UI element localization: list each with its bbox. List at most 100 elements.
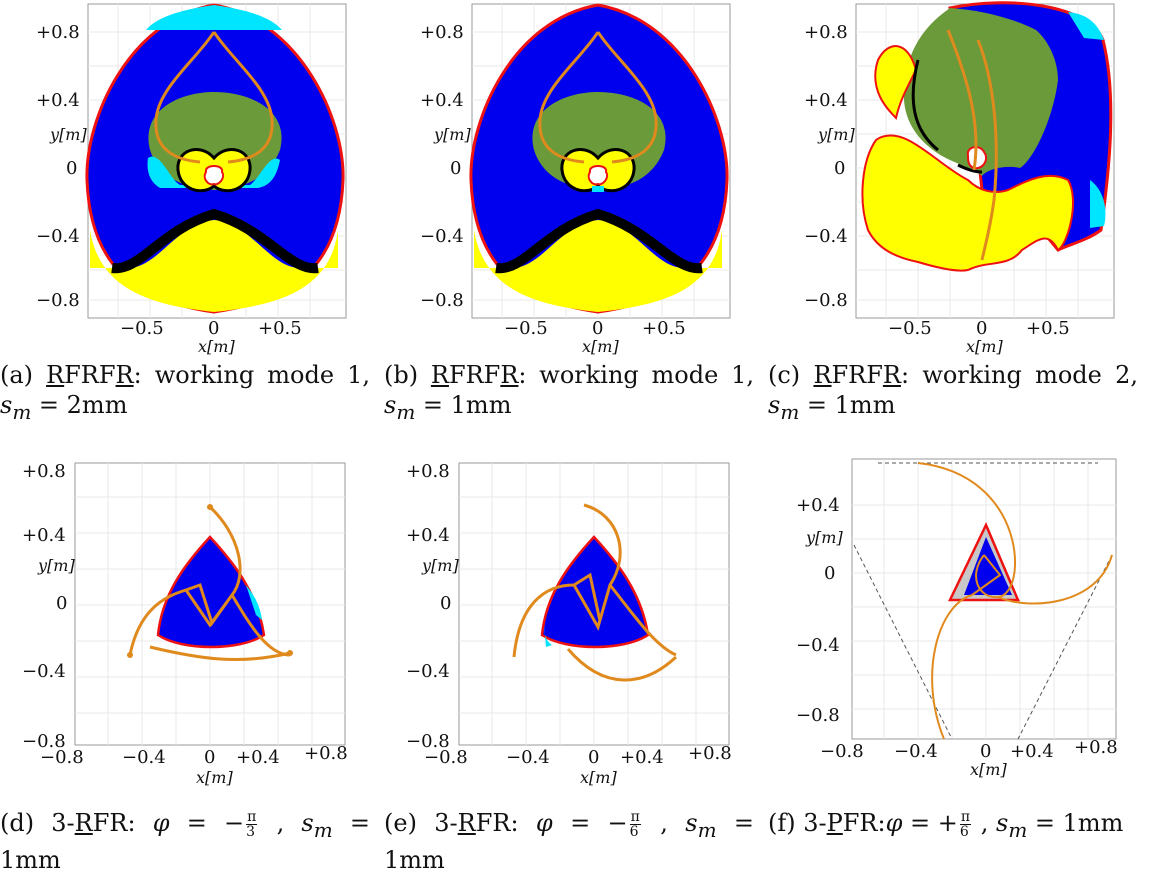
y-tick: 0: [440, 593, 451, 614]
x-tick: −0.4: [122, 747, 166, 768]
figure-d: +0.8 +0.4 0 −0.4 −0.8 y[m] −0.8 −0.4 0 +…: [0, 455, 370, 795]
y-tick: +0.4: [36, 90, 80, 111]
orange-path: [538, 31, 658, 164]
x-tick: −0.5: [504, 318, 548, 339]
y-tick: +0.4: [796, 495, 840, 516]
x-tick-labels: −0.8 −0.4 0 +0.4 +0.8: [40, 743, 348, 768]
x-tick: −0.8: [424, 747, 468, 768]
y-tick: −0.4: [804, 226, 848, 247]
y-axis-label: y[m]: [49, 125, 87, 144]
y-tick: +0.8: [36, 22, 80, 43]
region-olive: [903, 8, 1058, 176]
singularity-curve: [495, 208, 703, 274]
plot-d: +0.8 +0.4 0 −0.4 −0.8 y[m] −0.8 −0.4 0 +…: [22, 461, 348, 787]
x-axis-label: x[m]: [970, 760, 1007, 779]
y-tick: −0.8: [804, 290, 848, 311]
x-tick: 0: [204, 747, 215, 768]
plot-b: +0.8 +0.4 0 −0.4 −0.8 y[m] −0.5 0 +0.5 x…: [420, 3, 731, 356]
x-axis-label: x[m]: [580, 768, 617, 787]
x-tick: 0: [588, 747, 599, 768]
figure-e: +0.8 +0.4 0 −0.4 −0.8 y[m] −0.8 −0.4 0 +…: [384, 455, 754, 795]
marker: [287, 650, 293, 656]
orange-path: [512, 503, 677, 658]
y-tick: 0: [56, 593, 67, 614]
x-tick: −0.8: [40, 747, 84, 768]
y-tick: 0: [66, 158, 77, 179]
x-tick: 0: [208, 318, 219, 339]
x-tick: −0.5: [120, 318, 164, 339]
x-tick: +0.4: [236, 747, 280, 768]
plot-f: +0.4 0 −0.4 −0.8 y[m] −0.8 −0.4 0 +0.4 +…: [796, 458, 1118, 779]
inner-hole: [203, 165, 224, 186]
x-tick-labels: −0.5 0 +0.5: [504, 318, 686, 339]
y-tick: −0.4: [22, 661, 66, 682]
y-axis-label: y[m]: [421, 556, 459, 575]
x-tick-labels: −0.5 0 +0.5: [120, 318, 302, 339]
caption-d: (d) 3-RFR: φ = − π 3 , sm = 1mm: [0, 809, 370, 874]
x-tick-labels: −0.8 −0.4 0 +0.4 +0.8: [424, 743, 732, 768]
figure-a: +0.8 +0.4 0 −0.4 −0.8 y[m] −0.5 0 +0.5 x…: [0, 0, 370, 360]
y-tick: −0.8: [796, 705, 840, 726]
y-tick: +0.4: [22, 525, 66, 546]
x-axis-label: x[m]: [198, 337, 235, 356]
y-axis-label: y[m]: [805, 528, 843, 547]
workspace-cyan: [544, 625, 552, 647]
singularity-curve: [911, 59, 983, 174]
marker: [207, 504, 213, 510]
y-axis-label: y[m]: [433, 125, 471, 144]
workspace-blue: [156, 535, 266, 649]
y-tick: −0.4: [420, 226, 464, 247]
y-axis-label: y[m]: [817, 125, 855, 144]
dashed-guides: [853, 462, 1113, 740]
cyan-spot: [592, 186, 604, 192]
workspace-cyan: [246, 585, 262, 620]
y-tick: −0.8: [36, 290, 80, 311]
y-tick: −0.8: [22, 731, 66, 752]
figure-c: +0.8 +0.4 0 −0.4 −0.8 y[m] −0.5 0 +0.5 x…: [768, 0, 1138, 360]
y-tick: +0.4: [406, 525, 450, 546]
orange-path: [154, 31, 274, 164]
x-tick: +0.4: [1010, 741, 1054, 762]
x-tick: +0.8: [688, 743, 732, 764]
figure-b: +0.8 +0.4 0 −0.4 −0.8 y[m] −0.5 0 +0.5 x…: [384, 0, 754, 360]
orange-path: [917, 462, 1113, 740]
x-tick: 0: [592, 318, 603, 339]
y-tick: −0.8: [406, 731, 450, 752]
orange-arc: [566, 648, 678, 682]
y-tick: +0.8: [406, 461, 450, 482]
x-tick: +0.8: [1074, 737, 1118, 758]
y-tick: +0.4: [804, 90, 848, 111]
y-tick: 0: [450, 158, 461, 179]
orange-path: [946, 29, 998, 261]
region-cyan: [147, 156, 280, 188]
workspace-cyan-top: [146, 5, 282, 30]
region-yellow: [90, 220, 338, 312]
x-axis-label: x[m]: [196, 768, 233, 787]
grid: [75, 463, 345, 745]
x-tick: −0.5: [888, 318, 932, 339]
y-tick-labels: +0.8 +0.4 0 −0.4 −0.8: [420, 22, 464, 311]
y-tick: 0: [824, 563, 835, 584]
caption-e: (e) 3-RFR: φ = − π 6 , sm = 1mm: [384, 809, 754, 874]
orange-arc: [149, 645, 291, 661]
y-tick: +0.8: [804, 22, 848, 43]
y-tick-labels: +0.4 0 −0.4 −0.8: [796, 495, 840, 726]
caption-a: (a) RFRFR: working mode 1, sm = 2mm: [0, 361, 370, 424]
y-tick-labels: +0.8 +0.4 0 −0.4 −0.8: [36, 22, 80, 311]
lobe-yellow-1: [874, 45, 918, 120]
y-tick-labels: +0.8 +0.4 0 −0.4 −0.8: [804, 22, 848, 311]
y-tick: +0.8: [420, 22, 464, 43]
x-tick: −0.8: [820, 741, 864, 762]
y-tick-labels: +0.8 +0.4 0 −0.4 −0.8: [22, 461, 67, 752]
y-tick: −0.4: [406, 661, 450, 682]
plot-a: +0.8 +0.4 0 −0.4 −0.8 y[m] −0.5 0 +0.5 x…: [36, 3, 347, 356]
x-tick-labels: −0.5 0 +0.5: [888, 318, 1070, 339]
y-tick: −0.8: [420, 290, 464, 311]
x-tick: −0.4: [506, 747, 550, 768]
singularity-curve: [111, 208, 319, 274]
y-tick: −0.4: [36, 226, 80, 247]
y-tick: +0.8: [22, 461, 66, 482]
inner-hole: [587, 165, 608, 186]
